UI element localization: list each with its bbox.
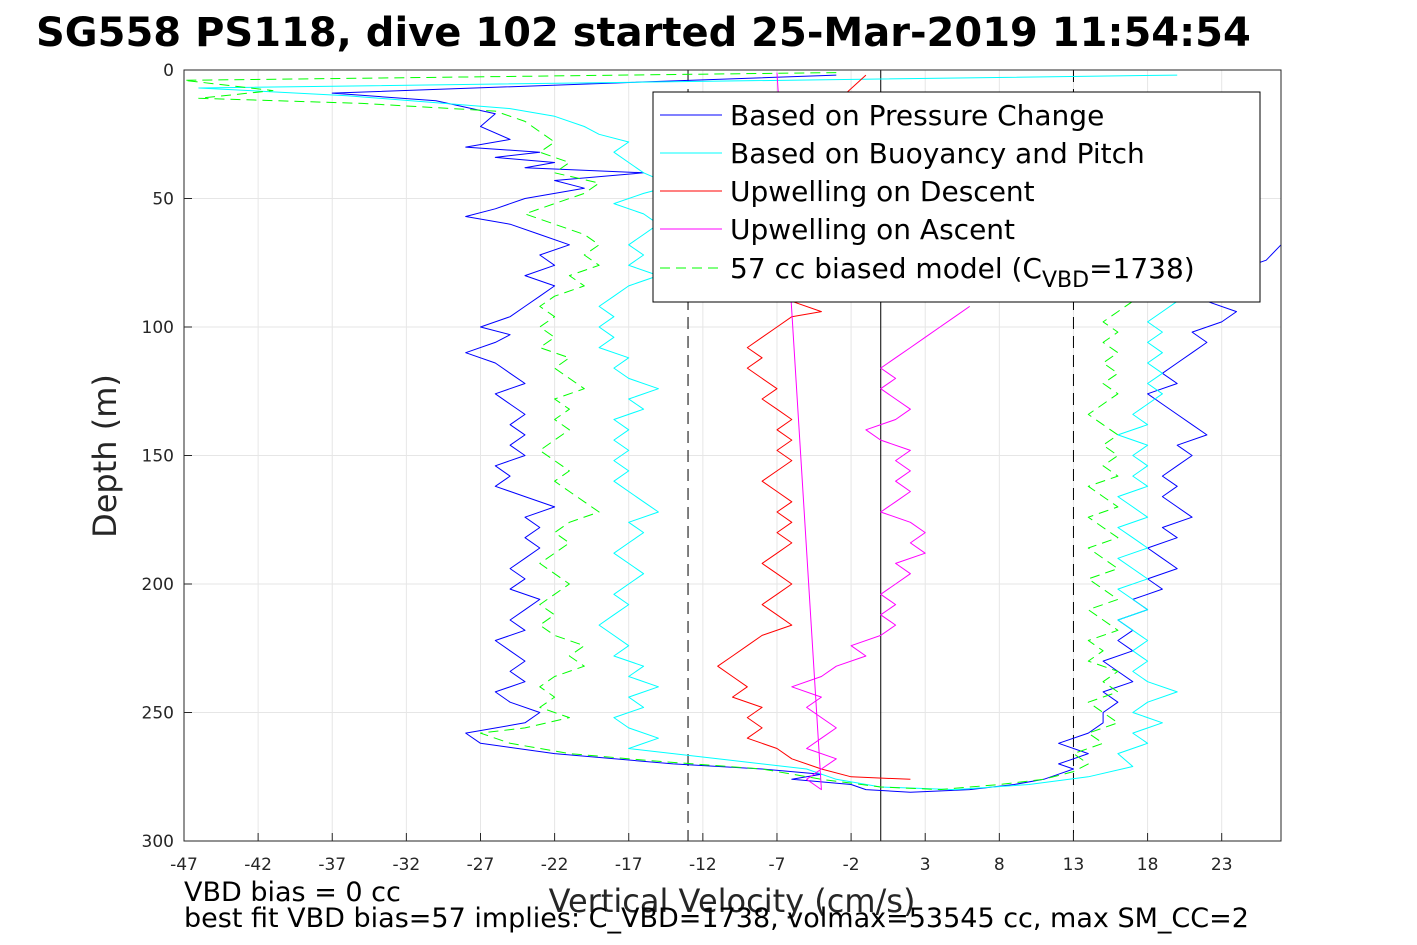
legend-box xyxy=(652,91,1261,303)
x-tick-label: 23 xyxy=(1211,855,1233,875)
y-axis-ticks: 0 50 100 150 200 250 300 xyxy=(142,61,192,852)
x-tick-label: -2 xyxy=(843,855,860,875)
legend-entry: Upwelling on Descent xyxy=(660,175,1035,208)
series-pressure-change xyxy=(331,74,1281,793)
x-tick-label: -17 xyxy=(615,855,643,875)
y-tick-label: 50 xyxy=(152,190,174,210)
legend-label-main: 57 cc biased model (C xyxy=(730,252,1042,285)
series-upwelling-ascent xyxy=(776,72,970,791)
x-tick-label: -37 xyxy=(318,855,346,875)
legend-label-buoyancy: Based on Buoyancy and Pitch xyxy=(730,137,1145,170)
x-axis-ticks: -47 -42 -37 -32 -27 -22 -17 -12 -7 -2 3 8 13 18 23 xyxy=(170,833,1233,875)
legend-label-biased-model: 57 cc biased model (CVBD=1738) xyxy=(730,252,1195,293)
series-group xyxy=(184,72,1281,793)
series-buoyancy-pitch xyxy=(198,74,1208,791)
y-tick-label: 300 xyxy=(142,832,174,852)
legend: Based on Pressure Change Based on Buoyan… xyxy=(652,91,1261,303)
legend-label-subscript: VBD xyxy=(1042,268,1089,293)
legend-entry: Upwelling on Ascent xyxy=(660,213,1015,246)
x-tick-label: -32 xyxy=(392,855,420,875)
y-axis-label: Depth (m) xyxy=(86,374,124,538)
x-tick-label: 8 xyxy=(994,855,1005,875)
legend-entry: Based on Pressure Change xyxy=(660,99,1104,132)
x-axis-label: Vertical Velocity (cm/s) xyxy=(549,882,916,920)
footer-line-vbd-bias: VBD bias = 0 cc xyxy=(184,877,401,908)
y-tick-label: 0 xyxy=(163,61,174,81)
x-tick-label: -7 xyxy=(768,855,785,875)
y-tick-label: 200 xyxy=(142,575,174,595)
legend-entry: Based on Buoyancy and Pitch xyxy=(660,137,1145,170)
x-tick-label: 18 xyxy=(1137,855,1159,875)
footer-line-best-fit: best fit VBD bias=57 implies: C_VBD=1738… xyxy=(184,903,1249,934)
y-tick-label: 100 xyxy=(142,318,174,338)
y-tick-label: 250 xyxy=(142,704,174,724)
legend-label-pressure: Based on Pressure Change xyxy=(730,99,1104,132)
legend-entry: 57 cc biased model (CVBD=1738) xyxy=(660,252,1195,293)
x-tick-label: -12 xyxy=(689,855,717,875)
x-tick-label: 13 xyxy=(1063,855,1085,875)
x-tick-label: -42 xyxy=(244,855,272,875)
legend-label-up-ascent: Upwelling on Ascent xyxy=(730,213,1015,246)
legend-label-suffix: =1738) xyxy=(1089,252,1195,285)
series-upwelling-descent xyxy=(717,74,911,780)
chart-title: SG558 PS118, dive 102 started 25-Mar-201… xyxy=(36,10,1251,56)
x-tick-label: -27 xyxy=(467,855,495,875)
y-tick-label: 150 xyxy=(142,447,174,467)
x-tick-label: -47 xyxy=(170,855,198,875)
legend-label-up-descent: Upwelling on Descent xyxy=(730,175,1035,208)
x-tick-label: -22 xyxy=(541,855,569,875)
x-tick-label: 3 xyxy=(920,855,931,875)
series-biased-model xyxy=(184,72,1134,791)
